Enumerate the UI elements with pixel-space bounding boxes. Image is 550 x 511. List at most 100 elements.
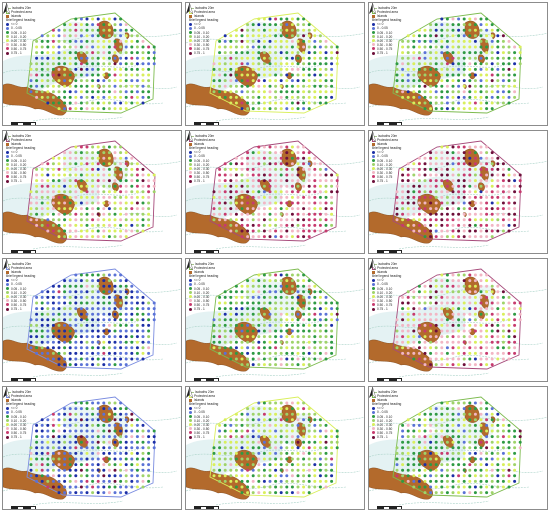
- sample-point: [40, 218, 44, 222]
- sample-point: [135, 95, 139, 99]
- sample-point: [240, 62, 244, 66]
- sample-point: [473, 90, 477, 94]
- sample-point: [457, 145, 461, 149]
- sample-point: [479, 167, 483, 171]
- sample-point: [423, 357, 427, 361]
- sample-point: [330, 429, 334, 433]
- sample-point: [68, 90, 72, 94]
- sample-point: [257, 235, 261, 239]
- sample-point: [479, 485, 483, 489]
- sample-point: [268, 51, 272, 55]
- sample-point: [296, 335, 300, 339]
- sample-point: [445, 101, 449, 105]
- sample-point: [302, 23, 306, 27]
- sample-point: [445, 329, 449, 333]
- sample-point: [68, 457, 72, 461]
- sample-point: [423, 440, 427, 444]
- sample-point: [318, 340, 322, 344]
- sample-point: [234, 323, 238, 327]
- sample-point: [46, 340, 50, 344]
- sample-point: [406, 45, 410, 49]
- sample-point: [57, 179, 61, 183]
- sample-point: [102, 184, 106, 188]
- sample-point: [279, 284, 283, 288]
- sample-point: [417, 28, 421, 32]
- sample-point: [119, 351, 123, 355]
- sample-point: [130, 223, 134, 227]
- sample-point: [417, 101, 421, 105]
- sample-point: [119, 84, 123, 88]
- sample-point: [501, 318, 505, 322]
- sample-point: [113, 156, 117, 160]
- sample-point: [268, 401, 272, 405]
- sample-point: [240, 28, 244, 32]
- sample-point: [262, 28, 266, 32]
- sample-point: [513, 307, 517, 311]
- sample-point: [141, 39, 145, 43]
- sample-point: [240, 290, 244, 294]
- sample-point: [296, 95, 300, 99]
- sample-point: [119, 195, 123, 199]
- sample-point: [79, 45, 83, 49]
- sample-point: [302, 295, 306, 299]
- sample-point: [401, 468, 405, 472]
- sample-point: [85, 162, 89, 166]
- sample-point: [395, 446, 399, 450]
- sample-point: [462, 457, 466, 461]
- sample-point: [102, 145, 106, 149]
- sample-point: [74, 301, 78, 305]
- sample-point: [279, 107, 283, 111]
- sample-point: [473, 107, 477, 111]
- sample-point: [91, 79, 95, 83]
- sample-point: [274, 479, 278, 483]
- sample-point: [96, 307, 100, 311]
- sample-point: [119, 207, 123, 211]
- sample-point: [285, 418, 289, 422]
- sample-point: [496, 329, 500, 333]
- sample-point: [302, 363, 306, 367]
- sample-point: [268, 79, 272, 83]
- sample-point: [51, 457, 55, 461]
- sample-point: [296, 418, 300, 422]
- sample-point: [124, 95, 128, 99]
- sample-point: [141, 429, 145, 433]
- sample-point: [473, 67, 477, 71]
- sample-point: [279, 363, 283, 367]
- sample-point: [40, 446, 44, 450]
- sample-point: [107, 312, 111, 316]
- sample-point: [330, 307, 334, 311]
- sample-point: [417, 73, 421, 77]
- sample-point: [485, 340, 489, 344]
- sample-point: [46, 357, 50, 361]
- sample-point: [51, 51, 55, 55]
- sample-point: [262, 335, 266, 339]
- sample-point: [46, 312, 50, 316]
- sample-point: [485, 173, 489, 177]
- sample-point: [479, 190, 483, 194]
- sample-point: [451, 17, 455, 21]
- sample-point: [324, 84, 328, 88]
- sample-point: [296, 429, 300, 433]
- sample-point: [85, 446, 89, 450]
- sample-point: [462, 62, 466, 66]
- sample-point: [57, 34, 61, 38]
- sample-point: [307, 491, 311, 495]
- sample-point: [147, 179, 151, 183]
- sample-point: [473, 273, 477, 277]
- sample-point: [423, 207, 427, 211]
- sample-point: [445, 340, 449, 344]
- sample-point: [451, 485, 455, 489]
- sample-point: [251, 218, 255, 222]
- sample-point: [501, 323, 505, 327]
- sample-point: [234, 184, 238, 188]
- sample-point: [147, 201, 151, 205]
- sample-point: [485, 39, 489, 43]
- sample-point: [313, 229, 317, 233]
- sample-point: [57, 79, 61, 83]
- sample-point: [412, 195, 416, 199]
- sample-point: [513, 195, 517, 199]
- sample-point: [85, 463, 89, 467]
- sample-point: [223, 167, 227, 171]
- sample-point: [440, 107, 444, 111]
- sample-point: [141, 79, 145, 83]
